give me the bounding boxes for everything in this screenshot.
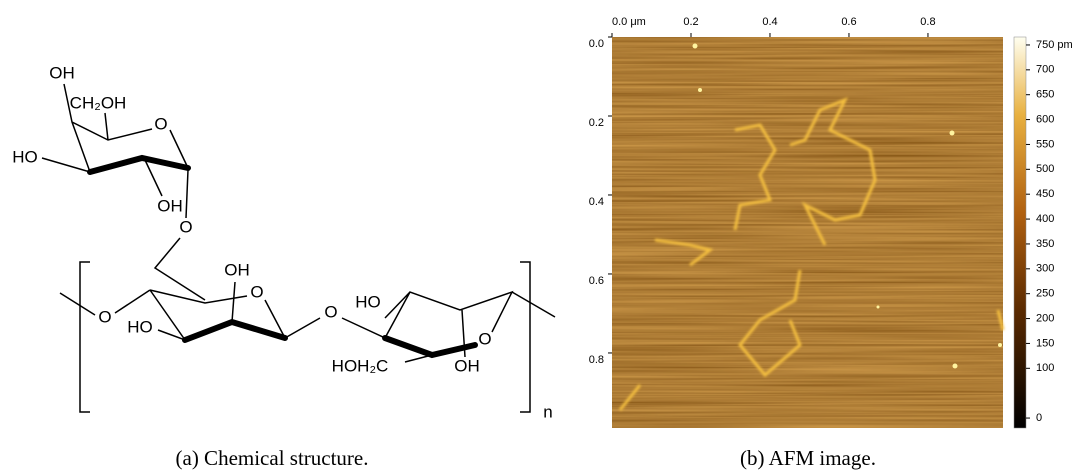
- repeat-index: n: [543, 402, 552, 421]
- atom-label: HO: [355, 292, 381, 311]
- atom-label: OH: [157, 196, 183, 215]
- atom-label: O: [98, 307, 111, 326]
- y-tick-label: 0.4: [589, 196, 604, 208]
- colorbar-tick-label: 450: [1036, 188, 1054, 200]
- atom-label: OH: [224, 260, 250, 279]
- colorbar-tick-label: 550: [1036, 138, 1054, 150]
- y-tick-label: 0.0: [589, 38, 604, 50]
- afm-image: [612, 37, 1005, 428]
- colorbar-tick-label: 100: [1036, 362, 1054, 374]
- y-tick-label: 0.8: [589, 354, 604, 366]
- atom-label: HOH₂C: [332, 356, 389, 375]
- x-tick-label: 0.8: [920, 16, 935, 28]
- colorbar-tick-label: 0: [1036, 412, 1042, 424]
- colorbar-tick-label: 350: [1036, 238, 1054, 250]
- atom-label: OH: [454, 356, 480, 375]
- colorbar-tick-label: 200: [1036, 312, 1054, 324]
- colorbar-tick-label: 600: [1036, 113, 1054, 125]
- colorbar-tick-label: 400: [1036, 213, 1054, 225]
- atom-label: O: [154, 114, 167, 133]
- colorbar-tick-label: 650: [1036, 89, 1054, 101]
- colorbar-tick-label: 300: [1036, 263, 1054, 275]
- x-tick-label: 0.6: [841, 16, 856, 28]
- structure-bonds: [41, 83, 556, 413]
- colorbar-tick-label: 700: [1036, 64, 1054, 76]
- caption: (a) Chemical structure.: [176, 446, 369, 470]
- atom-label: HO: [127, 317, 153, 336]
- colorbar-tick-label: 500: [1036, 163, 1054, 175]
- colorbar-tick-label: 750 pm: [1036, 39, 1073, 51]
- atom-label: O: [478, 329, 491, 348]
- x-tick-label: 0.4: [762, 16, 777, 28]
- y-tick-label: 0.2: [589, 117, 604, 129]
- atom-label: O: [324, 302, 337, 321]
- atom-label: O: [250, 282, 263, 301]
- colorbar-tick-label: 250: [1036, 288, 1054, 300]
- x-tick-label: 0.0 μm: [612, 16, 646, 28]
- colorbar: [1013, 36, 1027, 429]
- y-tick-label: 0.6: [589, 275, 604, 287]
- atom-label: HO: [12, 147, 38, 166]
- atom-label: OH: [49, 63, 75, 82]
- caption: (b) AFM image.: [740, 446, 876, 470]
- x-tick-label: 0.2: [683, 16, 698, 28]
- colorbar-tick-label: 150: [1036, 337, 1054, 349]
- atom-label: CH₂OH: [70, 93, 127, 112]
- atom-label: O: [179, 217, 192, 236]
